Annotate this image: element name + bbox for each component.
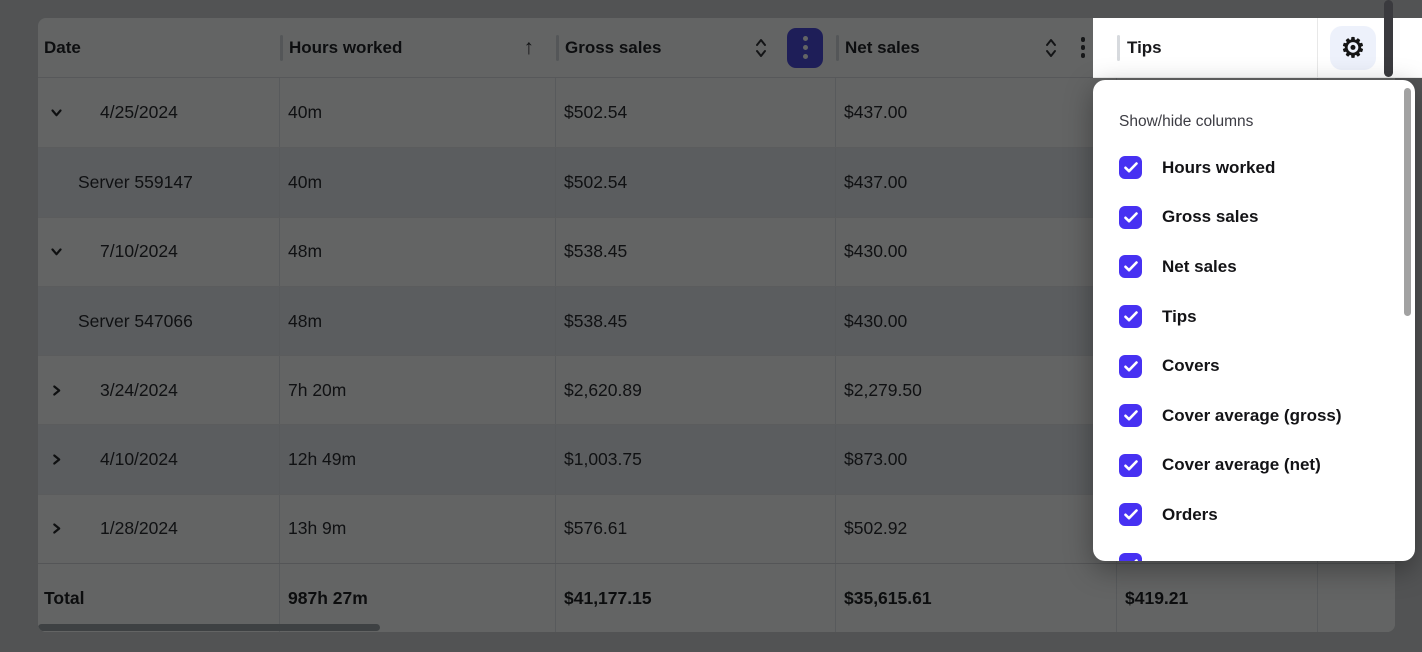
checkbox-checked-icon[interactable]: [1119, 503, 1142, 527]
column-toggle-list: Hours worked Gross sales Net sales Tips Cove…: [1119, 143, 1395, 561]
popover-title: Show/hide columns: [1119, 113, 1254, 130]
column-toggle-label: Net sales: [1162, 256, 1237, 276]
show-hide-columns-popover: Show/hide columns Hours worked Gross sale…: [1093, 80, 1415, 561]
checkbox-checked-icon[interactable]: [1119, 354, 1142, 378]
col-header-tips-label: Tips: [1127, 38, 1162, 57]
column-toggle-label: Tips: [1162, 306, 1197, 326]
checkbox-checked-icon[interactable]: [1119, 156, 1142, 180]
column-resize-handle[interactable]: [1117, 35, 1120, 61]
column-toggle-orders[interactable]: Orders: [1119, 490, 1395, 540]
column-toggle-covers[interactable]: Covers: [1119, 341, 1395, 391]
checkbox-checked-icon[interactable]: [1119, 305, 1142, 329]
vertical-scrollbar-thumb[interactable]: [1384, 0, 1393, 77]
checkbox-checked-icon[interactable]: [1119, 553, 1142, 561]
popover-scrollbar-thumb[interactable]: [1404, 88, 1411, 316]
checkbox-checked-icon[interactable]: [1119, 255, 1142, 279]
column-toggle-hours-worked[interactable]: Hours worked: [1119, 143, 1395, 193]
checkbox-checked-icon[interactable]: [1119, 205, 1142, 229]
column-toggle-cover-average-net[interactable]: Cover average (net): [1119, 441, 1395, 491]
column-toggle-label: Hours worked: [1162, 157, 1276, 177]
column-toggle-label: Cover average (gross): [1162, 405, 1342, 425]
column-toggle-net-sales[interactable]: Net sales: [1119, 242, 1395, 292]
column-toggle-label: Covers: [1162, 356, 1220, 376]
column-toggle-partial[interactable]: [1119, 540, 1395, 561]
column-toggle-gross-sales[interactable]: Gross sales: [1119, 193, 1395, 243]
column-divider: [1317, 18, 1318, 78]
column-toggle-tips[interactable]: Tips: [1119, 292, 1395, 342]
column-toggle-label: Orders: [1162, 504, 1218, 524]
gear-icon: ⚙: [1340, 32, 1366, 63]
tips-header-highlight: Tips ⚙: [1093, 18, 1422, 78]
column-toggle-label: Cover average (net): [1162, 455, 1321, 475]
column-settings-button[interactable]: ⚙: [1330, 26, 1376, 70]
checkbox-checked-icon[interactable]: [1119, 453, 1142, 477]
column-toggle-label: Gross sales: [1162, 207, 1259, 227]
column-toggle-cover-average-gross[interactable]: Cover average (gross): [1119, 391, 1395, 441]
checkbox-checked-icon[interactable]: [1119, 404, 1142, 428]
